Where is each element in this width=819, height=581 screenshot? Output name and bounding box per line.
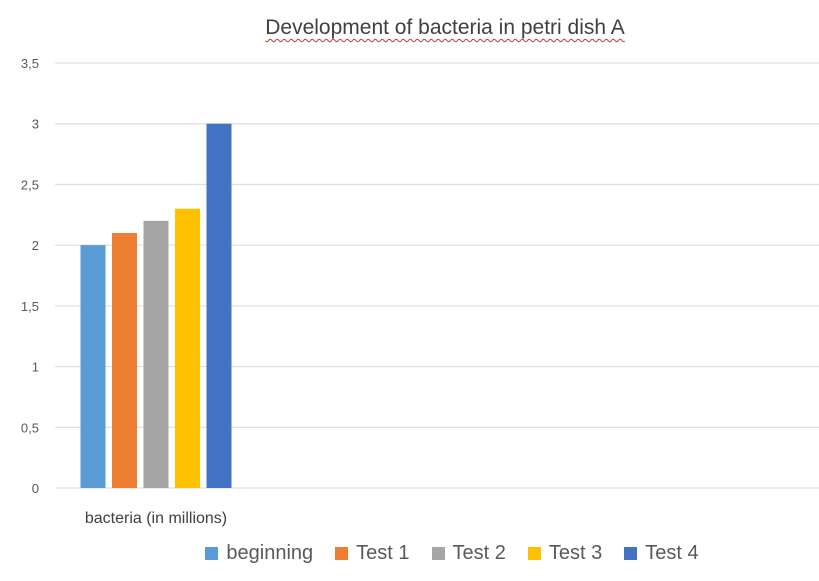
bar-beginning <box>80 245 106 488</box>
legend-swatch <box>205 547 219 560</box>
legend-label: beginning <box>226 542 314 564</box>
y-tick-label: 3,5 <box>21 56 39 71</box>
y-tick-label: 2 <box>32 238 39 253</box>
legend-swatch <box>335 547 349 560</box>
bar-test-1 <box>112 233 137 488</box>
legend-label: Test 4 <box>645 542 699 564</box>
legend-item: beginning <box>205 542 313 565</box>
legend-label: Test 2 <box>452 542 506 564</box>
y-tick-label: 2,5 <box>21 177 39 192</box>
legend-item: Test 4 <box>624 542 699 565</box>
category-label: bacteria (in millions) <box>85 510 227 527</box>
legend-swatch <box>624 547 638 560</box>
chart-title: Development of bacteria in petri dish A <box>265 16 625 39</box>
legend-swatch <box>431 547 445 560</box>
legend-item: Test 2 <box>431 542 506 565</box>
bar-test-2 <box>143 220 169 488</box>
legend-label: Test 3 <box>548 542 603 564</box>
y-tick-label: 0,5 <box>21 420 39 435</box>
legend-item: Test 1 <box>335 542 410 565</box>
legend-item: Test 3 <box>527 542 603 565</box>
bar-test-3 <box>175 208 200 488</box>
bar-test-4 <box>206 123 232 488</box>
y-tick-label: 1 <box>32 360 39 375</box>
y-tick-label: 0 <box>32 481 39 496</box>
legend-label: Test 1 <box>356 542 410 564</box>
legend-swatch <box>527 547 541 560</box>
y-tick-label: 1,5 <box>21 299 39 314</box>
y-tick-label: 3 <box>32 117 39 132</box>
legend: beginning Test 1 Test 2 Test 3 Test 4 <box>0 542 819 565</box>
